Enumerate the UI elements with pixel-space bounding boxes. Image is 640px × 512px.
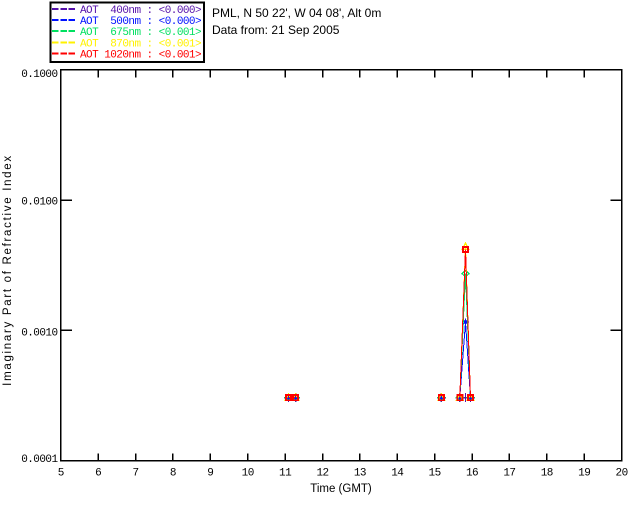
svg-text:AOT 870nm : <0.001>: AOT 870nm : <0.001>	[80, 38, 201, 50]
svg-text:9: 9	[207, 468, 213, 480]
svg-text:Data from: 21 Sep 2005: Data from: 21 Sep 2005	[212, 23, 340, 37]
svg-text:AOT 400nm : <0.000>: AOT 400nm : <0.000>	[80, 5, 201, 17]
svg-text:19: 19	[578, 468, 590, 480]
svg-text:13: 13	[354, 468, 366, 480]
svg-text:0.1000: 0.1000	[21, 69, 57, 81]
svg-text:AOT 1020nm : <0.001>: AOT 1020nm : <0.001>	[80, 49, 201, 61]
svg-text:16: 16	[466, 468, 478, 480]
svg-text:AOT 500nm : <0.000>: AOT 500nm : <0.000>	[80, 16, 201, 28]
svg-text:11: 11	[279, 468, 292, 480]
svg-text:12: 12	[316, 468, 328, 480]
svg-text:0.0010: 0.0010	[21, 328, 57, 340]
svg-text:6: 6	[95, 468, 101, 480]
svg-text:20: 20	[616, 468, 628, 480]
svg-text:17: 17	[503, 468, 515, 480]
svg-text:0.0100: 0.0100	[21, 197, 57, 209]
svg-text:14: 14	[391, 468, 404, 480]
svg-text:0.0001: 0.0001	[21, 454, 58, 466]
svg-text:7: 7	[132, 468, 138, 480]
svg-text:18: 18	[541, 468, 553, 480]
svg-text:10: 10	[242, 468, 254, 480]
svg-text:AOT 675nm : <0.001>: AOT 675nm : <0.001>	[80, 27, 201, 39]
svg-text:Imaginary Part of Refractive I: Imaginary Part of Refractive Index	[2, 154, 14, 386]
svg-text:15: 15	[429, 468, 441, 480]
svg-text:PML, N 50 22', W 04 08', Alt 0: PML, N 50 22', W 04 08', Alt 0m	[212, 6, 381, 20]
svg-text:Time (GMT): Time (GMT)	[310, 483, 372, 495]
svg-text:5: 5	[58, 468, 64, 480]
svg-text:8: 8	[170, 468, 176, 480]
